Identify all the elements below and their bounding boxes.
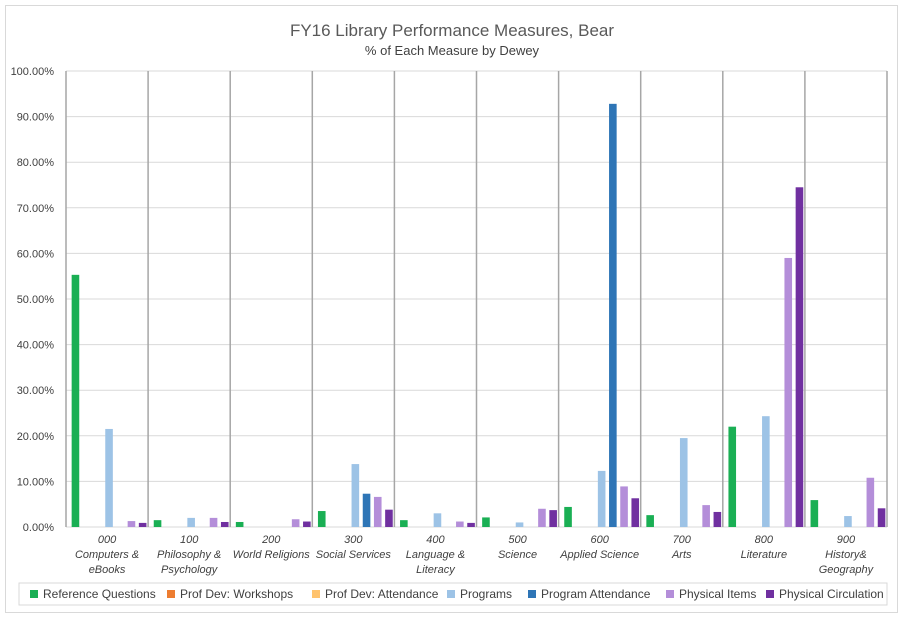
bar xyxy=(317,511,326,527)
legend-label: Physical Circulation xyxy=(779,587,884,601)
bar xyxy=(153,520,162,527)
x-tick-label: Psychology xyxy=(161,564,219,576)
bar xyxy=(209,517,218,527)
x-tick-label: eBooks xyxy=(89,564,126,576)
bar xyxy=(549,510,557,527)
bar xyxy=(71,274,80,527)
bar xyxy=(515,522,524,527)
legend-swatch xyxy=(30,590,38,598)
x-tick-label: Geography xyxy=(819,564,875,576)
chart-title: FY16 Library Performance Measures, Bear xyxy=(290,21,614,40)
legend-swatch xyxy=(312,590,320,598)
bars xyxy=(71,103,886,527)
x-tick-label: 000 xyxy=(98,534,117,546)
y-tick-label: 90.00% xyxy=(17,112,55,124)
bar xyxy=(467,522,475,527)
x-tick-label: 100 xyxy=(180,534,199,546)
x-tick-label: Social Services xyxy=(316,549,392,561)
chart-frame: FY16 Library Performance Measures, Bear … xyxy=(5,5,898,613)
y-tick-label: 40.00% xyxy=(17,340,55,352)
x-tick-label: World Religions xyxy=(233,549,311,561)
bar xyxy=(385,509,393,527)
bar xyxy=(631,498,640,527)
y-tick-label: 80.00% xyxy=(17,157,55,169)
x-tick-label: History& xyxy=(825,549,867,561)
bar xyxy=(127,521,136,527)
x-tick-label: Applied Science xyxy=(559,549,639,561)
bar xyxy=(810,500,819,527)
bar xyxy=(866,477,875,527)
bar xyxy=(373,496,382,527)
y-axis: 0.00% 10.00% 20.00% 30.00% 40.00% 50.00% 60.00… xyxy=(11,66,55,534)
bar-chart: FY16 Library Performance Measures, Bear … xyxy=(11,21,888,606)
bar xyxy=(351,464,360,527)
x-tick-label: Philosophy & xyxy=(157,549,221,561)
y-tick-label: 100.00% xyxy=(11,66,55,78)
x-tick-label: 700 xyxy=(673,534,692,546)
x-tick-label: Language & xyxy=(406,549,465,561)
bar xyxy=(456,521,464,527)
bar xyxy=(362,493,371,527)
legend: Reference Questions Prof Dev: Workshops Pr… xyxy=(18,582,888,606)
bar xyxy=(291,519,300,527)
x-tick-label: 200 xyxy=(261,534,281,546)
y-tick-label: 50.00% xyxy=(17,294,55,306)
legend-label: Program Attendance xyxy=(541,587,651,601)
x-tick-label: Science xyxy=(498,549,537,561)
y-tick-label: 0.00% xyxy=(23,522,54,534)
bar xyxy=(400,520,408,527)
y-tick-label: 20.00% xyxy=(17,431,55,443)
bar xyxy=(877,508,886,527)
bar xyxy=(433,513,442,527)
bar xyxy=(303,521,311,527)
bar xyxy=(105,428,113,527)
x-tick-label: 500 xyxy=(508,534,527,546)
x-tick-label: 400 xyxy=(426,534,445,546)
bar xyxy=(713,511,722,527)
x-tick-label: Arts xyxy=(671,549,692,561)
x-tick-label: 800 xyxy=(755,534,774,546)
legend-label: Programs xyxy=(460,587,512,601)
legend-swatch xyxy=(447,590,455,598)
y-tick-label: 30.00% xyxy=(17,385,55,397)
bar xyxy=(728,426,737,527)
gridlines xyxy=(65,70,888,528)
legend-swatch xyxy=(666,590,674,598)
legend-swatch xyxy=(766,590,774,598)
y-tick-label: 60.00% xyxy=(17,248,55,260)
y-tick-label: 70.00% xyxy=(17,203,55,215)
bar xyxy=(646,515,654,527)
bar xyxy=(482,517,490,527)
bar xyxy=(795,187,804,527)
x-tick-label: 900 xyxy=(837,534,856,546)
bar xyxy=(597,470,606,527)
legend-label: Reference Questions xyxy=(43,587,156,601)
bar xyxy=(762,416,770,527)
x-tick-label: Computers & xyxy=(75,549,139,561)
legend-swatch xyxy=(528,590,536,598)
legend-label: Prof Dev: Attendance xyxy=(325,587,439,601)
bar xyxy=(679,438,688,527)
bar xyxy=(187,517,195,527)
bar xyxy=(220,521,229,527)
bar xyxy=(702,505,710,527)
legend-label: Prof Dev: Workshops xyxy=(180,587,293,601)
x-tick-label: 300 xyxy=(344,534,363,546)
bar xyxy=(538,508,546,527)
x-tick-label: Literature xyxy=(741,549,787,561)
bar xyxy=(784,257,793,527)
legend-label: Physical Items xyxy=(679,587,756,601)
bar xyxy=(138,522,147,527)
bar xyxy=(844,516,852,527)
x-tick-label: 600 xyxy=(590,534,609,546)
bar xyxy=(620,486,628,527)
chart-subtitle: % of Each Measure by Dewey xyxy=(365,43,540,58)
x-axis: 000 Computers & eBooks 100 Philosophy & Psych… xyxy=(75,534,875,576)
bar xyxy=(609,103,617,527)
bar xyxy=(564,506,572,527)
bar xyxy=(235,521,244,527)
legend-swatch xyxy=(167,590,175,598)
y-tick-label: 10.00% xyxy=(17,476,55,488)
x-tick-label: Literacy xyxy=(416,564,456,576)
